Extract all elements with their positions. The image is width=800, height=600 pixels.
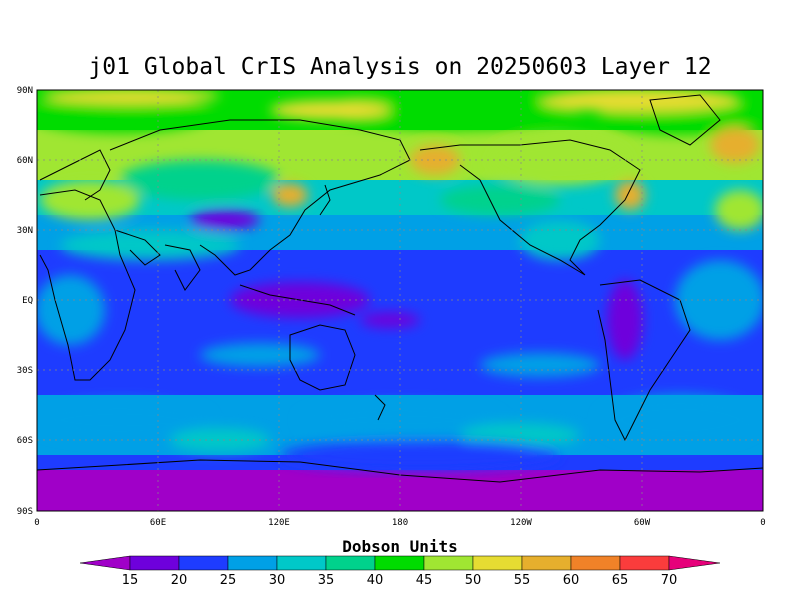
blob-sky-south-2 — [480, 353, 600, 377]
lon-label-60w: 60W — [634, 518, 651, 528]
lon-axis: 0 60E 120E 180 120W 60W 0 — [34, 518, 765, 528]
lon-label-180: 180 — [392, 518, 408, 528]
colorbar-tick-label: 50 — [465, 573, 482, 588]
blob-cyan-south-1 — [170, 428, 270, 452]
coast-asia — [109, 119, 411, 276]
colorbar-tick-label: 70 — [661, 573, 678, 588]
coast-japan — [319, 184, 331, 216]
lat-label-60s: 60S — [17, 436, 33, 446]
blob-yellow-arctic-3 — [270, 100, 390, 120]
colorbar-tick-label: 30 — [269, 573, 286, 588]
colorbar: 15 20 25 30 35 40 45 50 55 60 65 70 — [79, 555, 721, 588]
lon-label-60e: 60E — [150, 518, 166, 528]
antarctic-low — [37, 478, 763, 511]
coast-africa — [39, 189, 136, 381]
lat-label-90s: 90S — [17, 507, 33, 517]
colorbar-swatch — [472, 555, 523, 571]
colorbar-swatch — [129, 555, 180, 571]
blob-north-green-1 — [37, 97, 210, 133]
colorbar-swatch — [374, 555, 425, 571]
blob-purple-andes — [607, 280, 643, 360]
colorbar-tick-label: 15 — [122, 573, 139, 588]
colorbar-tick-label: 45 — [416, 573, 433, 588]
map-frame — [36, 89, 764, 512]
colorbar-tick-label: 35 — [318, 573, 335, 588]
blob-sky-south-3 — [37, 400, 210, 440]
coast-greenland — [649, 94, 721, 146]
blob-cyan-2 — [520, 220, 600, 260]
lat-label-90n: 90N — [17, 86, 33, 96]
coast-indonesia — [239, 284, 356, 316]
colorbar-arrow-low — [79, 555, 131, 571]
lon-label-0-west: 0 — [34, 518, 39, 528]
blob-teal-2 — [440, 185, 560, 215]
ozone-field — [37, 90, 763, 511]
blob-teal-1 — [120, 160, 280, 200]
colorbar-swatch — [227, 555, 278, 571]
coast-south-america — [597, 279, 691, 442]
blob-blue-south — [280, 440, 560, 470]
map-title: j01 Global CrIS Analysis on 20250603 Lay… — [88, 54, 712, 80]
blob-purple-pacific — [360, 312, 420, 328]
coast-north-america — [419, 139, 641, 276]
blob-orange-2 — [272, 183, 308, 207]
colorbar-swatch — [570, 555, 621, 571]
lon-label-120e: 120E — [268, 518, 290, 528]
blob-sky-south-5 — [600, 395, 760, 445]
colorbar-tick-label: 25 — [220, 573, 237, 588]
blob-lime-2 — [40, 180, 140, 220]
colorbar-swatch — [276, 555, 327, 571]
coast-arabia — [114, 229, 161, 266]
colorbar-tick-label: 20 — [171, 573, 188, 588]
blob-yellow-arctic-2 — [540, 90, 740, 112]
blob-sky-atlantic — [675, 260, 763, 340]
blob-yellow-arctic-1 — [40, 90, 220, 104]
colorbar-swatch — [325, 555, 376, 571]
colorbar-tick-label: 65 — [612, 573, 629, 588]
coastlines — [37, 94, 763, 483]
blob-north-green-2 — [320, 90, 580, 130]
lat-axis: 90N 60N 30N EQ 30S 60S 90S — [17, 86, 33, 517]
graticule — [37, 90, 763, 511]
blob-sky-africa — [37, 275, 105, 345]
coast-europe — [39, 149, 111, 201]
blob-lime-3 — [715, 190, 763, 230]
coast-nz — [374, 394, 386, 421]
coast-india — [164, 244, 201, 291]
lat-label-30n: 30N — [17, 226, 33, 236]
blob-sky-south-1 — [200, 343, 320, 367]
lon-label-120w: 120W — [510, 518, 532, 528]
lat-label-eq: EQ — [22, 296, 33, 306]
blob-purple-tibet — [190, 210, 260, 230]
blob-cyan-south-2 — [460, 423, 580, 447]
lon-label-0-east: 0 — [760, 518, 765, 528]
colorbar-swatch — [423, 555, 474, 571]
colorbar-title: Dobson Units — [342, 537, 458, 556]
colorbar-swatch — [521, 555, 572, 571]
lat-label-60n: 60N — [17, 156, 33, 166]
coast-australia — [289, 324, 356, 391]
colorbar-swatch — [178, 555, 229, 571]
lat-label-30s: 30S — [17, 366, 33, 376]
colorbar-tick-label: 55 — [514, 573, 531, 588]
colorbar-swatch — [619, 555, 670, 571]
colorbar-tick-label: 40 — [367, 573, 384, 588]
blob-orange-3 — [710, 127, 760, 163]
colorbar-tick-label: 60 — [563, 573, 580, 588]
colorbar-arrow-high — [668, 555, 721, 571]
